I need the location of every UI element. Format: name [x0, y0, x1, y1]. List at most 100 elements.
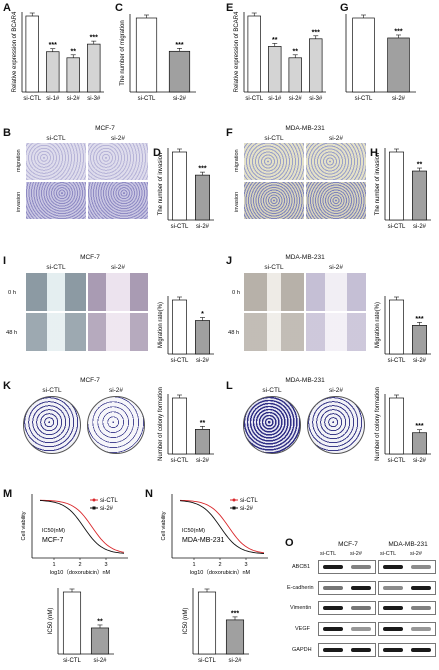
bar: [309, 38, 323, 93]
ic50-label: IC50(nM): [182, 528, 205, 534]
category-label: si-2#: [413, 358, 427, 364]
y-axis-label: The number of invasion: [375, 153, 381, 216]
category-label: si-CTL: [171, 458, 189, 464]
blot-group-mcf7: MCF-7: [338, 541, 358, 548]
bar: [25, 15, 39, 93]
blot-strip-vegf-mcf7: [318, 622, 376, 636]
blot-label-vegf: VEGF: [295, 626, 310, 632]
y-axis-label: The number of migration: [120, 20, 126, 85]
category-label: si-1#: [46, 96, 60, 102]
bar: [66, 57, 80, 93]
panel-letter-i: I: [3, 255, 7, 267]
category-label: si-2#: [413, 224, 427, 230]
y-axis-label: The number of invasion: [158, 153, 164, 216]
category-label: si-CTL: [388, 358, 406, 364]
significance-mark: **: [71, 48, 77, 55]
panel-l-col2: si-2#: [328, 387, 344, 394]
micrograph-mda-migration-ctl: [244, 143, 304, 180]
category-label: si-CTL: [138, 96, 156, 102]
bar: [195, 174, 210, 221]
x-axis-label: log10（doxorubicin）nM: [50, 569, 111, 576]
x-tick-label: 1: [52, 562, 55, 568]
significance-mark: ***: [394, 28, 402, 35]
y-axis-label: Number of colony formation: [158, 387, 164, 461]
micrograph-mda-invasion-ctl: [244, 182, 304, 219]
category-label: si-3#: [87, 96, 101, 102]
blot-strip-ecadherin-mda: [378, 581, 436, 595]
category-label: si-2#: [196, 458, 210, 464]
significance-mark: ***: [415, 423, 423, 430]
band: [383, 586, 403, 590]
category-label: si-2#: [289, 96, 303, 102]
y-axis-label: Migration rate(%): [375, 302, 381, 348]
bar: [387, 37, 410, 93]
panel-letter-h: H: [370, 147, 378, 159]
bar-chart-k: Number of colony formation si-CTL ** si-2#: [158, 387, 214, 464]
band: [383, 648, 403, 652]
category-label: si-2#: [228, 658, 242, 664]
ic50-label: IC50(nM): [42, 528, 65, 534]
significance-mark: ***: [415, 316, 423, 323]
significance-mark: **: [200, 420, 206, 427]
panel-letter-l: L: [226, 380, 233, 392]
band: [411, 648, 431, 652]
micrograph-mda-invasion-si2: [306, 182, 366, 219]
panel-i-col1: si-CTL: [46, 264, 66, 271]
significance-mark: *: [201, 311, 204, 318]
blot-strip-gapdh-mda: [378, 643, 436, 657]
blot-lane-1: si-CTL: [320, 551, 337, 557]
blot-label-ecadherin: E-cadherin: [287, 585, 314, 591]
significance-mark: ***: [49, 42, 57, 49]
panel-l-col1: si-CTL: [262, 387, 282, 394]
category-label: si-2#: [196, 358, 210, 364]
bar-chart-i: Migration rate(%) si-CTL * si-2#: [158, 296, 214, 364]
band: [323, 565, 343, 569]
category-label: si-CTL: [355, 96, 373, 102]
significance-mark: **: [272, 37, 278, 44]
panel-letter-e: E: [226, 2, 234, 14]
bar-chart-g: si-CTL *** si-2#: [345, 14, 416, 102]
panel-j-row2: 48 h: [228, 330, 240, 336]
curve-si-2: [39, 500, 125, 554]
micrograph-mda-migration-si2: [306, 143, 366, 180]
bar: [172, 151, 187, 221]
significance-mark: ***: [90, 35, 98, 42]
scratch-mcf7-0h-si2: [88, 273, 148, 311]
bar: [412, 325, 427, 355]
panel-j-title: MDA-MB-231: [285, 254, 325, 261]
category-label: si-CTL: [388, 224, 406, 230]
significance-mark: ***: [231, 610, 239, 617]
category-label: si-3#: [309, 96, 323, 102]
significance-mark: ***: [198, 166, 206, 173]
category-label: si-CTL: [63, 658, 81, 664]
bar: [389, 299, 404, 355]
panel-letter-f: F: [226, 127, 233, 139]
panel-i-title: MCF-7: [80, 254, 100, 261]
blot-label-vimentin: Vimentin: [290, 605, 312, 611]
category-label: si-2#: [392, 96, 406, 102]
legend-label-si2: si-2#: [100, 506, 114, 512]
bar: [46, 51, 60, 93]
band: [351, 565, 371, 569]
panel-b-col2: si-2#: [110, 135, 126, 142]
bar: [225, 619, 245, 655]
bar: [135, 17, 158, 93]
y-axis-label: Migration rate(%): [158, 302, 164, 348]
curve-si-2: [179, 500, 265, 554]
band: [411, 565, 431, 569]
scratch-mcf7-0h-ctl: [26, 273, 86, 311]
colony-dish-mda-ctl: [243, 396, 301, 454]
bar: [412, 170, 427, 221]
panel-f-col1: si-CTL: [264, 135, 284, 142]
blot-strip-vegf-mda: [378, 622, 436, 636]
bar-chart-m-ic50: IC50 (nM) si-CTL ** si-2#: [48, 588, 114, 664]
significance-mark: ***: [175, 42, 183, 49]
colony-dish-mda-si2: [307, 396, 365, 454]
panel-letter-g: G: [340, 2, 349, 14]
band: [411, 606, 431, 610]
bar-chart-c: The number of migration si-CTL *** si-2#: [120, 14, 196, 102]
blot-label-gapdh: GAPDH: [292, 647, 312, 653]
curve-si-ctl: [179, 499, 265, 554]
blot-strip-abcb1-mcf7: [318, 560, 376, 574]
bar: [352, 17, 375, 93]
